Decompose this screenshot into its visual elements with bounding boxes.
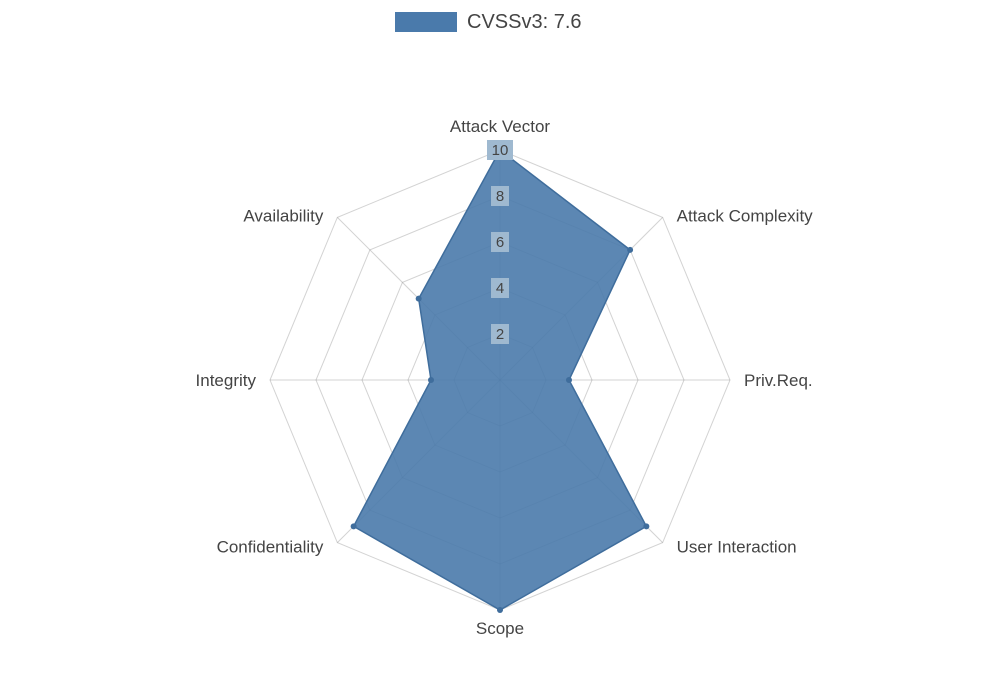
axis-label: Attack Complexity — [677, 206, 814, 225]
axis-label: Confidentiality — [217, 538, 324, 557]
legend: CVSSv3: 7.6 — [395, 11, 582, 33]
tick-label: 4 — [496, 280, 504, 297]
axis-label: Availability — [243, 206, 324, 225]
tick-label: 10 — [492, 142, 509, 159]
legend-label: CVSSv3: 7.6 — [467, 11, 582, 33]
tick-label: 2 — [496, 326, 504, 343]
cvss-radar-chart: 2 4 6 8 10 Attack Vector Attack Complexity Priv… — [0, 0, 1000, 700]
axis-label: Integrity — [196, 371, 257, 390]
axis-label: Priv.Req. — [744, 371, 813, 390]
axis-label: Attack Vector — [450, 117, 550, 136]
tick-label: 8 — [496, 188, 504, 205]
axis-label: Scope — [476, 619, 524, 638]
legend-swatch — [395, 12, 457, 32]
axis-label: User Interaction — [677, 538, 797, 557]
tick-label: 6 — [496, 234, 504, 251]
